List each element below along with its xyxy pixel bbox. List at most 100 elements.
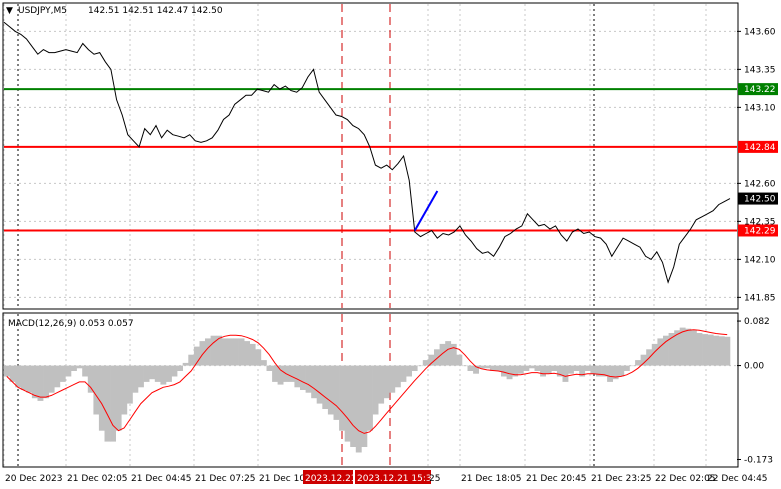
macd-bar (37, 365, 44, 401)
macd-bar (333, 365, 340, 420)
macd-bar (76, 365, 83, 369)
macd-bar (417, 365, 424, 367)
macd-bar (110, 365, 116, 442)
macd-bar (590, 365, 597, 374)
dropdown-triangle-icon[interactable]: ▼ (6, 6, 13, 16)
macd-bar (601, 365, 608, 377)
macd-bar (322, 365, 329, 409)
macd-bar (205, 338, 211, 366)
macd-bar (383, 365, 390, 399)
macd-bar (4, 365, 10, 377)
macd-histogram (4, 327, 731, 453)
macd-bar (260, 360, 267, 366)
macd-bar (445, 341, 452, 366)
macd-bar (456, 354, 463, 366)
macd-bar (154, 365, 161, 382)
main-panel (2, 2, 739, 310)
macd-bar (227, 338, 234, 366)
macd-bar (623, 365, 630, 371)
macd-bar (635, 360, 641, 366)
macd-bar (434, 349, 440, 366)
macd-bar (707, 334, 714, 366)
macd-bar (233, 338, 239, 366)
price-line (3, 21, 731, 284)
price-tick-label: 142.35 (744, 217, 776, 227)
macd-bar (556, 365, 563, 377)
macd-bar (495, 365, 502, 371)
macd-bar (713, 335, 720, 366)
macd-bar (65, 365, 72, 377)
time-tick-label: 25 (429, 474, 440, 484)
time-tick-label: 21 Dec 23:25 (591, 474, 652, 484)
macd-bar (249, 343, 256, 366)
macd-bar (618, 365, 625, 377)
macd-bar (255, 349, 262, 366)
price-tick-label: 143.10 (744, 103, 776, 113)
time-tick-label: 21 Dec 20:45 (526, 474, 587, 484)
macd-bar (718, 336, 725, 366)
macd-bar (266, 365, 273, 371)
macd-bar (238, 338, 245, 366)
macd-bar (450, 343, 457, 366)
macd-bar (177, 365, 183, 371)
macd-bar (651, 343, 658, 366)
macd-bar (367, 365, 373, 431)
macd-bar (724, 336, 731, 366)
macd-bar (87, 365, 94, 393)
macd-bar (288, 365, 295, 382)
price-tick-label: 143.35 (744, 65, 776, 75)
macd-bar (596, 365, 602, 377)
macd-bar (489, 365, 496, 371)
macd-bar (674, 330, 681, 366)
macd-bar (473, 365, 479, 374)
macd-bar (562, 365, 569, 382)
macd-bar (679, 327, 686, 366)
level-tag (738, 224, 778, 237)
macd-bar (305, 365, 312, 393)
macd-bar (132, 365, 139, 393)
macd-bar (294, 365, 301, 388)
macd-bar (26, 365, 33, 393)
macd-bar (400, 365, 407, 382)
macd-bar (59, 365, 66, 382)
trend-segment (413, 190, 439, 231)
macd-bar (663, 335, 669, 366)
macd-vertical-markers (17, 314, 595, 466)
time-label-highlight (355, 470, 431, 484)
macd-bar (517, 365, 524, 374)
macd-bar (149, 365, 156, 380)
macd-bar (439, 343, 446, 366)
time-tick-label: 21 Dec 18:05 (461, 474, 522, 484)
macd-bar (523, 365, 530, 371)
macd-bar (428, 354, 435, 366)
macd-bar (372, 365, 379, 415)
macd-bar (54, 365, 61, 388)
macd-bar (193, 346, 200, 366)
macd-bar (534, 365, 541, 371)
macd-bar (126, 365, 133, 404)
macd-bar (422, 360, 429, 366)
current-price-label: 142.50 (744, 195, 776, 205)
macd-bar (478, 365, 485, 369)
macd-bar (166, 365, 172, 382)
macd-bar (344, 365, 351, 442)
macd-bar (82, 365, 89, 377)
macd-bar (221, 338, 228, 366)
macd-title: MACD(12,26,9) 0.053 0.057 (8, 319, 134, 329)
macd-bar (160, 365, 167, 385)
macd-tick-label: 0.00 (744, 362, 764, 372)
macd-bar (461, 365, 468, 367)
macd-bar (31, 365, 38, 399)
macd-bar (361, 365, 368, 447)
macd-axis: 0.082 0.00 -0.173 (737, 317, 773, 465)
macd-bar (93, 365, 100, 415)
macd-bar (702, 334, 708, 366)
macd-bar (182, 362, 189, 366)
level-tag-label: 143.22 (744, 85, 776, 95)
macd-bar (350, 365, 357, 447)
macd-bar (668, 333, 675, 366)
macd-bar (277, 365, 284, 385)
macd-panel-frame (2, 312, 739, 468)
macd-bar (406, 365, 412, 377)
macd-bar (612, 365, 619, 380)
